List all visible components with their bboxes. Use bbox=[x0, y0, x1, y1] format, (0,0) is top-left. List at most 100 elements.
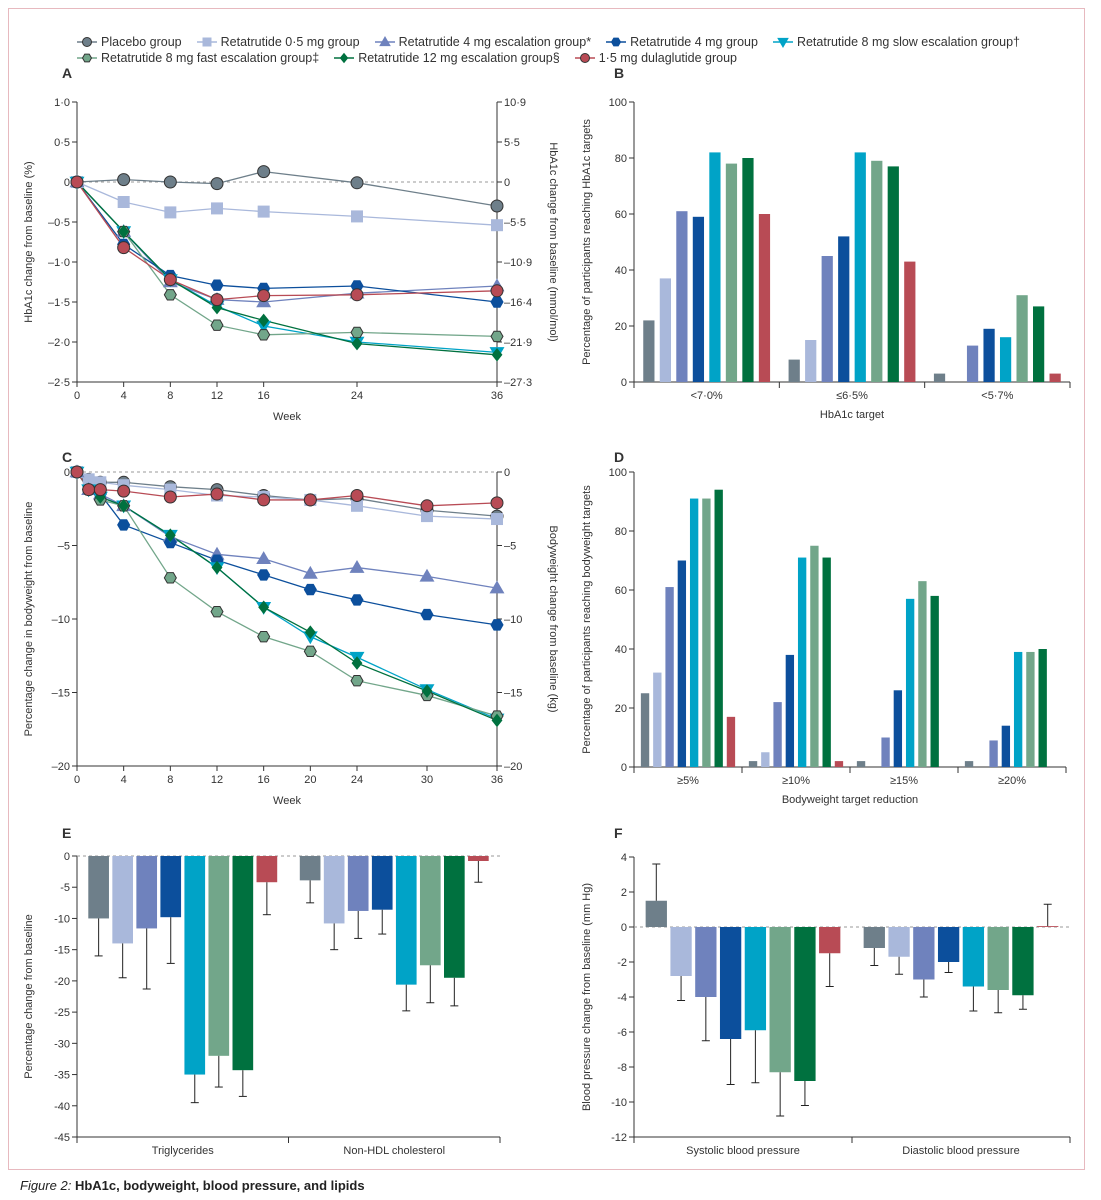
square-marker-icon bbox=[196, 37, 217, 47]
bar bbox=[904, 261, 916, 382]
bar bbox=[805, 340, 817, 382]
bar bbox=[299, 856, 321, 881]
data-point bbox=[491, 513, 503, 526]
bar bbox=[871, 160, 883, 382]
data-point bbox=[350, 489, 364, 503]
y-tick-label: 0 bbox=[621, 922, 627, 934]
x-tick-label: 36 bbox=[491, 774, 503, 786]
bar bbox=[702, 498, 711, 767]
y-tick-label: 20 bbox=[615, 321, 627, 333]
data-point bbox=[210, 319, 224, 331]
legend-marker bbox=[339, 52, 349, 64]
bar bbox=[347, 856, 369, 911]
bar bbox=[794, 927, 816, 1081]
diamond-marker-icon bbox=[334, 52, 355, 64]
x-tick-label: 24 bbox=[351, 390, 363, 402]
bar bbox=[419, 856, 441, 966]
y-tick-label: 60 bbox=[615, 209, 627, 221]
bar bbox=[659, 278, 671, 382]
right-y-tick-label: –5 bbox=[504, 541, 516, 553]
x-tick-label: 4 bbox=[121, 390, 127, 402]
series-1 bbox=[76, 181, 498, 226]
y-tick-label: -40 bbox=[54, 1101, 70, 1113]
legend-item: Retatrutide 8 mg fast escalation group‡ bbox=[76, 51, 319, 65]
x-tick-label: 36 bbox=[491, 390, 503, 402]
bar bbox=[136, 856, 158, 929]
y-tick-label: -25 bbox=[54, 1007, 70, 1019]
bar bbox=[761, 752, 770, 767]
bar bbox=[863, 927, 885, 948]
y-axis-label: Percentage of participants reaching HbA1… bbox=[581, 119, 593, 365]
panel-label: A bbox=[62, 65, 72, 81]
bar bbox=[695, 927, 717, 997]
y-tick-label: –2·5 bbox=[48, 377, 70, 389]
data-point bbox=[419, 568, 435, 582]
data-point bbox=[210, 177, 224, 191]
x-axis-label: HbA1c target bbox=[820, 409, 884, 421]
data-point bbox=[163, 490, 177, 504]
y-tick-label: 40 bbox=[615, 265, 627, 277]
data-point bbox=[490, 330, 504, 343]
bar bbox=[905, 598, 915, 767]
series-1 bbox=[76, 471, 498, 520]
bar bbox=[719, 927, 742, 1039]
x-tick-label: 16 bbox=[258, 390, 270, 402]
legend-label: Retatrutide 12 mg escalation group§ bbox=[358, 51, 560, 65]
category-label: ≥10% bbox=[782, 775, 810, 787]
panel-f: F 4 2 0 -2 -4 -6 -8 -10 -12 Blood pressure change … bbox=[581, 825, 1071, 1157]
right-y-tick-label: –15 bbox=[504, 688, 522, 700]
right-y-tick-label: 5·5 bbox=[504, 137, 520, 149]
series-3 bbox=[76, 471, 498, 626]
bar bbox=[769, 927, 791, 1073]
x-tick-label: 12 bbox=[211, 390, 223, 402]
panel-label: F bbox=[614, 825, 623, 841]
bar bbox=[371, 856, 393, 910]
data-point bbox=[349, 559, 365, 573]
y-tick-label: 80 bbox=[615, 153, 627, 165]
x-tick-label: 30 bbox=[421, 774, 433, 786]
data-point bbox=[490, 619, 504, 631]
legend-marker bbox=[378, 36, 391, 47]
y-tick-label: 1·0 bbox=[54, 97, 70, 109]
data-point bbox=[350, 176, 364, 190]
category-label: Triglycerides bbox=[152, 1145, 214, 1157]
data-point bbox=[210, 279, 224, 291]
legend-marker bbox=[82, 37, 92, 47]
y-axis-label: Blood pressure change from baseline (mm … bbox=[581, 883, 593, 1111]
data-point bbox=[210, 605, 224, 618]
data-point bbox=[491, 347, 503, 362]
series-line bbox=[76, 170, 498, 207]
data-point bbox=[210, 487, 224, 501]
legend-label: Retatrutide 8 mg slow escalation group† bbox=[796, 35, 1020, 49]
y-axis-label: Percentage change from baseline bbox=[23, 914, 35, 1079]
bar bbox=[856, 761, 866, 767]
bar bbox=[160, 856, 182, 918]
bar bbox=[689, 498, 699, 767]
right-y-tick-label: –20 bbox=[504, 761, 522, 773]
bar bbox=[112, 856, 133, 944]
data-point bbox=[303, 493, 317, 507]
bar bbox=[913, 927, 935, 980]
legend-item: Retatrutide 8 mg slow escalation group† bbox=[772, 35, 1020, 49]
bar bbox=[670, 927, 692, 976]
data-point bbox=[257, 569, 271, 581]
data-point bbox=[163, 273, 177, 287]
series-line bbox=[76, 471, 498, 520]
y-tick-label: 0 bbox=[64, 177, 70, 189]
y-tick-label: -35 bbox=[54, 1070, 70, 1082]
y-tick-label: 0 bbox=[64, 851, 70, 863]
bar bbox=[887, 166, 899, 382]
bar bbox=[714, 489, 723, 767]
bar bbox=[964, 761, 974, 767]
data-point bbox=[351, 210, 363, 223]
bar bbox=[822, 557, 831, 767]
y-tick-label: –0·5 bbox=[48, 217, 70, 229]
bar bbox=[184, 856, 206, 1075]
panel-b: B 0 20 40 60 80 100 Percentage of participants … bbox=[581, 65, 1071, 421]
series-3 bbox=[76, 181, 498, 303]
panel-label: C bbox=[62, 449, 72, 465]
bar bbox=[854, 152, 866, 382]
legend-item: Retatrutide 4 mg escalation group* bbox=[374, 35, 591, 49]
bar bbox=[1037, 926, 1059, 927]
circle-marker-icon bbox=[574, 53, 595, 63]
